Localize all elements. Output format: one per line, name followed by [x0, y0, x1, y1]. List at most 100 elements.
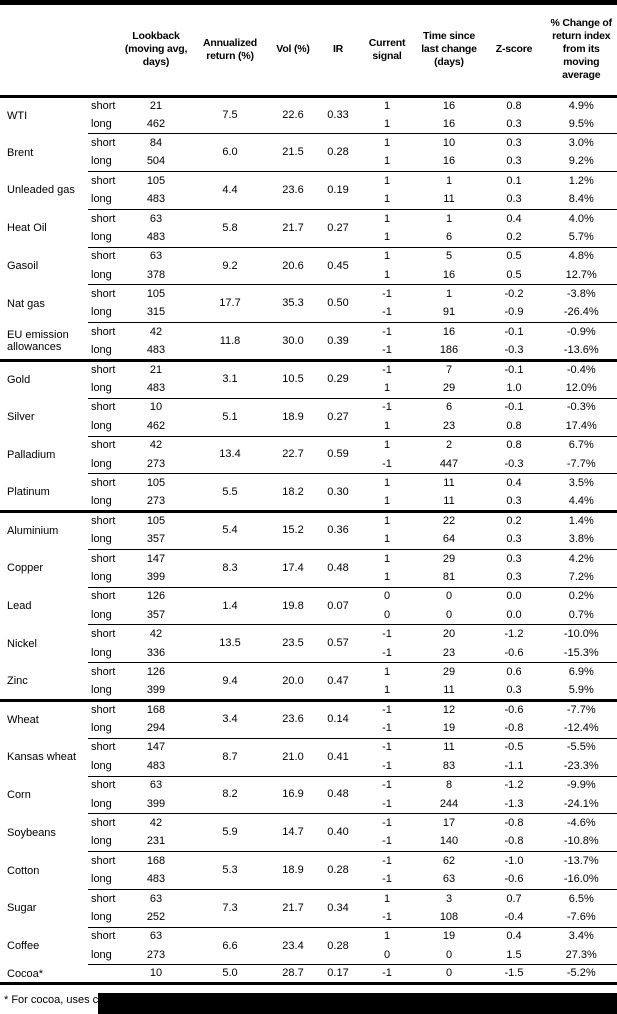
lookback-value: 105	[120, 510, 192, 531]
lookback-value: 21	[120, 358, 192, 380]
commodity-name: Palladium	[0, 436, 88, 474]
lookback-value: 399	[120, 568, 192, 588]
position-side: short	[88, 397, 120, 418]
ir-value: 0.34	[318, 888, 358, 928]
pct-change-value: -24.1%	[546, 794, 617, 814]
annualized-return-value: 5.1	[192, 397, 268, 437]
time-since-change-value: 12	[416, 699, 482, 720]
vol-value: 30.0	[268, 322, 318, 361]
current-signal-value: 1	[358, 926, 416, 947]
annualized-return-value: 3.4	[192, 699, 268, 739]
z-score-value: 0.4	[482, 926, 546, 947]
table-row: long 483 1 29 1.0 12.0%	[0, 379, 617, 399]
z-score-value: -1.3	[482, 794, 546, 814]
column-header-5: Time since last change (days)	[416, 5, 482, 98]
lookback-value: 483	[120, 190, 192, 210]
commodity-name: Silver	[0, 398, 88, 437]
pct-change-value: -12.4%	[546, 719, 617, 739]
z-score-value: -0.9	[482, 303, 546, 323]
ir-value: 0.50	[318, 284, 358, 323]
position-side: long	[88, 417, 120, 437]
column-header-empty	[0, 5, 120, 98]
time-since-change-value: 16	[416, 152, 482, 172]
z-score-value: 0.5	[482, 246, 546, 267]
time-since-change-value: 6	[416, 228, 482, 248]
z-score-value: -1.5	[482, 964, 546, 984]
pct-change-value: -5.2%	[546, 964, 617, 984]
position-side: long	[88, 379, 120, 399]
annualized-return-value: 6.0	[192, 133, 268, 172]
pct-change-value: 0.7%	[546, 606, 617, 625]
position-side: short	[88, 95, 120, 115]
z-score-value: 0.3	[482, 190, 546, 210]
time-since-change-value: 11	[416, 190, 482, 210]
time-since-change-value: 23	[416, 643, 482, 663]
position-side: long	[88, 568, 120, 588]
pct-change-value: -13.6%	[546, 341, 617, 361]
table-row: Aluminium short 105 5.4 15.2 0.36 1 22 0.2 1.4%	[0, 510, 617, 550]
commodity-name: Cotton	[0, 851, 88, 890]
time-since-change-value: 0	[416, 964, 482, 984]
lookback-value: 399	[120, 794, 192, 814]
pct-change-value: -26.4%	[546, 303, 617, 323]
pct-change-value: 4.0%	[546, 208, 617, 229]
z-score-value: 0.4	[482, 473, 546, 493]
position-side: short	[88, 775, 120, 795]
pct-change-value: 9.5%	[546, 114, 617, 134]
pct-change-value: -23.3%	[546, 757, 617, 777]
z-score-value: -0.1	[482, 322, 546, 342]
current-signal-value: 1	[358, 435, 416, 455]
position-side: long	[88, 946, 120, 965]
lookback-value: 10	[120, 964, 192, 984]
position-side: short	[88, 133, 120, 153]
time-since-change-value: 10	[416, 133, 482, 153]
position-side: short	[88, 813, 120, 833]
pct-change-value: -7.6%	[546, 908, 617, 928]
ir-value: 0.29	[318, 358, 358, 399]
position-side: short	[88, 208, 120, 229]
commodity-name: Kansas wheat	[0, 738, 88, 777]
lookback-value: 21	[120, 95, 192, 115]
column-header-7: % Change of return index from its moving…	[546, 5, 617, 98]
lookback-value: 63	[120, 246, 192, 267]
z-score-value: -0.6	[482, 643, 546, 663]
annualized-return-value: 9.2	[192, 246, 268, 285]
position-side: long	[88, 908, 120, 928]
pct-change-value: -10.8%	[546, 832, 617, 852]
z-score-value: -0.8	[482, 832, 546, 852]
current-signal-value: 1	[358, 228, 416, 248]
pct-change-value: 4.2%	[546, 548, 617, 569]
position-side: long	[88, 266, 120, 285]
time-since-change-value: 83	[416, 757, 482, 777]
z-score-value: 0.3	[482, 152, 546, 172]
ir-value: 0.57	[318, 624, 358, 663]
position-side: long	[88, 643, 120, 663]
vol-value: 21.7	[268, 208, 318, 248]
current-signal-value: 1	[358, 548, 416, 569]
time-since-change-value: 91	[416, 303, 482, 323]
time-since-change-value: 0	[416, 946, 482, 965]
vol-value: 17.4	[268, 548, 318, 588]
ir-value: 0.41	[318, 737, 358, 777]
table-row: Gold short 21 3.1 10.5 0.29 -1 7 -0.1 -0.4%	[0, 358, 617, 399]
current-signal-value: 1	[358, 171, 416, 191]
vol-value: 18.9	[268, 851, 318, 890]
table-row: Unleaded gas short 105 4.4 23.6 0.19 1 1 0.1 1.2%	[0, 171, 617, 210]
current-signal-value: -1	[358, 284, 416, 304]
z-score-value: 0.6	[482, 662, 546, 682]
position-side: long	[88, 492, 120, 512]
table-row: long 357 1 64 0.3 3.8%	[0, 530, 617, 550]
current-signal-value: 1	[358, 473, 416, 493]
time-since-change-value: 62	[416, 851, 482, 871]
lookback-value: 294	[120, 719, 192, 739]
z-score-value: 0.8	[482, 95, 546, 115]
pct-change-value: -4.6%	[546, 813, 617, 833]
z-score-value: 0.3	[482, 133, 546, 153]
z-score-value: -0.8	[482, 719, 546, 739]
table-header: Lookback (moving avg, days) Annualized re…	[0, 5, 617, 98]
table-row: Gasoil short 63 9.2 20.6 0.45 1 5 0.5 4.8%	[0, 246, 617, 285]
annualized-return-value: 7.5	[192, 95, 268, 134]
table-row: long 462 1 23 0.8 17.4%	[0, 417, 617, 437]
vol-value: 20.6	[268, 246, 318, 285]
